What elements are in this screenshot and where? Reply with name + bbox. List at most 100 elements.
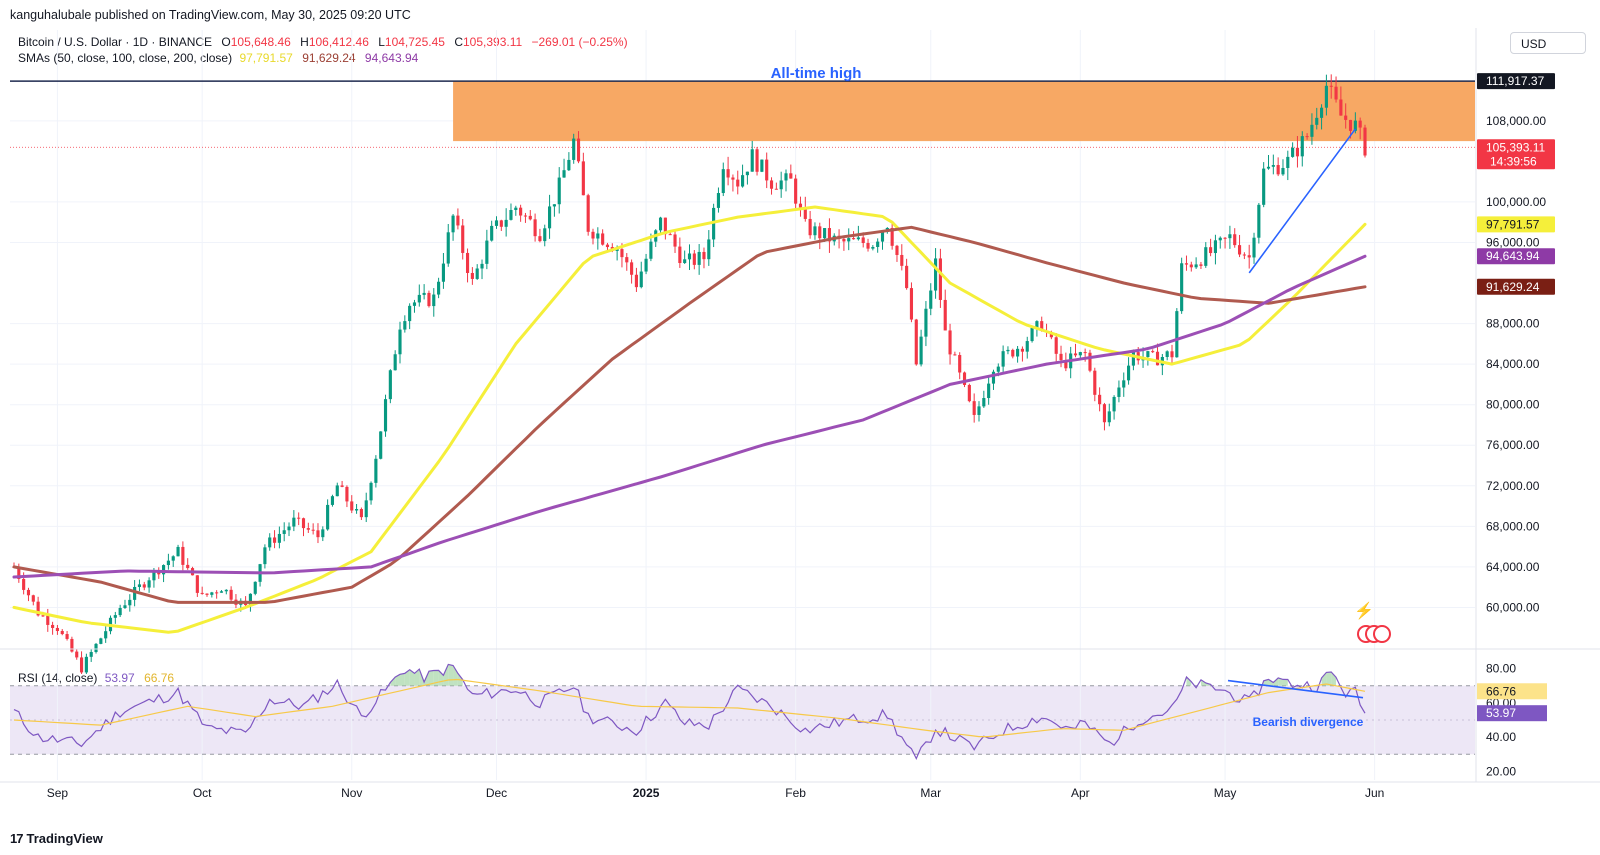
- axes: 60,000.00 64,000.00 68,000.00 72,000.00 76,0…: [0, 28, 1600, 800]
- candle-body: [895, 245, 899, 255]
- change-value: −269.01 (−0.25%): [531, 35, 628, 49]
- candle-body: [958, 355, 962, 373]
- candle-body: [1011, 349, 1015, 357]
- candle-body: [79, 657, 84, 673]
- publisher-line: kanguhalubale published on TradingView.c…: [10, 8, 411, 22]
- candle-body: [306, 528, 310, 530]
- candle-body: [1233, 234, 1237, 246]
- candle-body: [663, 217, 667, 235]
- ath-zone: [453, 81, 1475, 142]
- y-tick-label: 84,000.00: [1486, 357, 1540, 371]
- candle-body: [205, 593, 209, 595]
- candle-body: [1218, 237, 1222, 241]
- candle-body: [1064, 360, 1068, 369]
- rsi-price-tag: 53.97: [1486, 706, 1516, 720]
- sma-legend[interactable]: SMAs (50, close, 100, close, 200, close)…: [18, 51, 418, 65]
- footer-brand[interactable]: 17 TradingView: [10, 831, 103, 846]
- y-tick-label: 96,000.00: [1486, 235, 1540, 249]
- candle-body: [490, 225, 494, 241]
- rsi-overbought-fill: [1278, 677, 1283, 686]
- sma200-legend-value: 94,643.94: [364, 51, 419, 65]
- currency-button[interactable]: USD: [1510, 32, 1586, 54]
- candle-body: [934, 258, 938, 291]
- candle-body: [890, 227, 894, 246]
- candle-body: [113, 615, 117, 618]
- candle-body: [909, 288, 914, 320]
- candle-body: [1025, 341, 1029, 352]
- rsi-overbought-fill: [414, 669, 420, 686]
- candle-body: [441, 263, 445, 282]
- candle-body: [615, 249, 619, 251]
- candle-body: [519, 207, 523, 216]
- sma-lines: [12, 205, 1367, 634]
- symbol-name[interactable]: Bitcoin / U.S. Dollar · 1D · BINANCE: [18, 35, 213, 49]
- candle-body: [1040, 321, 1044, 331]
- candle-body: [1083, 352, 1087, 354]
- candle-body: [576, 138, 581, 162]
- candle-body: [104, 631, 108, 639]
- candle-body: [224, 589, 228, 592]
- candle-body: [707, 239, 711, 260]
- candle-body: [639, 271, 643, 288]
- candle-body: [89, 652, 93, 657]
- candle-body: [914, 319, 918, 365]
- candle-body: [17, 567, 21, 579]
- candle-body: [982, 398, 986, 407]
- candle-body: [268, 537, 272, 548]
- candle-body: [282, 530, 286, 534]
- candle-body: [84, 656, 88, 673]
- grid: [10, 30, 1475, 780]
- x-tick-label: Mar: [920, 786, 941, 800]
- candle-body: [948, 330, 952, 355]
- candle-body: [1001, 351, 1005, 367]
- candle-body: [1286, 156, 1290, 168]
- candle-body: [1054, 337, 1058, 354]
- candle-body: [31, 595, 35, 602]
- candle-body: [403, 321, 407, 330]
- candle-body: [461, 225, 465, 253]
- y-tick-label: 76,000.00: [1486, 438, 1540, 452]
- candle-body: [813, 226, 817, 236]
- candle-body: [316, 530, 320, 538]
- rsi-line: [13, 663, 1366, 761]
- countdown-label: 14:39:56: [1490, 154, 1537, 168]
- rsi-ma-price-tag: 66.76: [1486, 684, 1516, 698]
- open-label: O: [221, 35, 231, 49]
- candle-body: [1353, 120, 1357, 131]
- price-chart[interactable]: All-time high ⚡ Bearish divergence 60,00…: [0, 0, 1600, 830]
- sma100-price-tag-bg: [1477, 278, 1555, 295]
- high-label: H: [300, 35, 309, 49]
- rsi-tick-label: 40.00: [1486, 730, 1516, 744]
- candle-body: [142, 584, 146, 588]
- rsi-pane: Bearish divergence: [10, 663, 1475, 761]
- candle-body: [880, 231, 885, 242]
- candle-body: [287, 526, 291, 531]
- candle-body: [1131, 352, 1135, 366]
- rsi-ma-legend-value: 66.76: [144, 671, 175, 685]
- candle-body: [412, 302, 417, 306]
- candle-body: [504, 219, 508, 227]
- candle-body: [736, 179, 740, 187]
- candle-body: [596, 233, 600, 239]
- candle-body: [514, 207, 518, 211]
- candle-body: [919, 336, 923, 365]
- candle-body: [697, 251, 701, 265]
- candle-body: [94, 643, 98, 653]
- candle-body: [1146, 351, 1150, 358]
- rsi-overbought-fill: [1321, 672, 1327, 686]
- candle-body: [1093, 370, 1097, 395]
- candle-body: [51, 624, 55, 628]
- candle-body: [716, 193, 721, 208]
- candle-body: [866, 243, 870, 249]
- candle-body: [523, 215, 528, 217]
- candle-body: [1035, 321, 1039, 328]
- candle-body: [765, 159, 769, 181]
- candle-body: [1030, 327, 1034, 342]
- sma200-line: [12, 254, 1367, 579]
- candle-body: [548, 206, 552, 229]
- candle-body: [557, 177, 561, 205]
- y-tick-label: 72,000.00: [1486, 479, 1540, 493]
- x-tick-label: May: [1214, 786, 1237, 800]
- candle-body: [1348, 119, 1353, 131]
- candle-body: [210, 592, 214, 595]
